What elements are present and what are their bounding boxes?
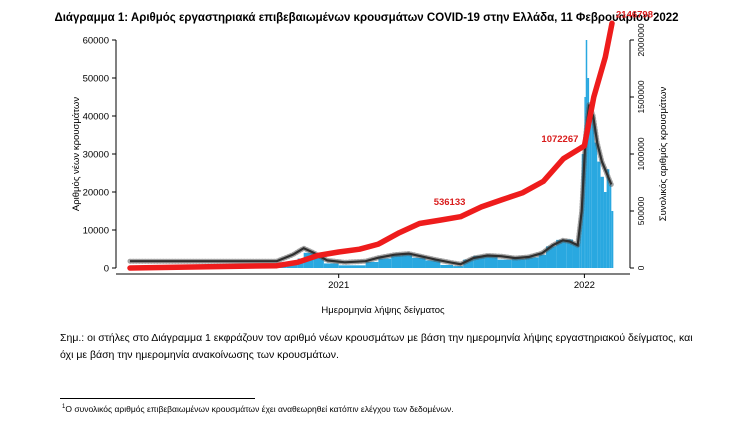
cumulative-annotation-label: 1072267	[541, 134, 578, 145]
chart-annotations: 536133 1072267 2146798	[434, 9, 653, 208]
right-y-tick-label: 500000	[636, 197, 646, 226]
right-y-tick-label: 0	[636, 265, 646, 270]
daily-cases-bar	[351, 265, 366, 268]
daily-cases-bar	[609, 184, 612, 268]
cumulative-annotation-label: 536133	[434, 197, 466, 208]
chart-axes: 0 10000 20000 30000 40000 50000 60000 Αριθμός ν…	[71, 23, 669, 316]
covid-cases-chart: 0 10000 20000 30000 40000 50000 60000 Αριθμός ν…	[71, 9, 669, 316]
daily-cases-bar	[594, 142, 598, 268]
daily-cases-bar	[497, 259, 512, 268]
daily-cases-bar	[511, 258, 526, 268]
daily-cases-bars	[142, 40, 614, 269]
daily-cases-bar	[611, 211, 614, 268]
daily-cases-bar	[440, 264, 454, 268]
daily-cases-bar	[603, 192, 607, 268]
daily-cases-bar	[525, 257, 539, 268]
cumulative-cases-line	[127, 20, 615, 271]
daily-cases-bar	[538, 254, 547, 268]
daily-cases-bar	[572, 243, 580, 268]
left-y-tick-label: 40000	[83, 112, 109, 123]
daily-cases-bar	[378, 258, 392, 268]
right-y-tick-label: 2000000	[636, 23, 646, 56]
daily-cases-bar	[484, 256, 498, 268]
daily-cases-bar	[606, 169, 610, 268]
daily-cases-bar	[412, 257, 426, 268]
daily-cases-bar	[591, 116, 595, 268]
daily-cases-bar	[425, 260, 441, 268]
daily-cases-bar	[587, 78, 590, 268]
left-y-tick-label: 30000	[83, 150, 109, 161]
footnote: 1Ο συνολικός αριθμός επιβεβαιωμένων κρου…	[62, 404, 454, 414]
daily-cases-bar	[453, 266, 464, 268]
footnote-divider	[60, 398, 255, 399]
chart-title: Διάγραμμα 1: Αριθμός εργαστηριακά επιβεβ…	[54, 12, 679, 24]
x-axis-title: Ημερομηνία λήψης δείγματος	[321, 305, 445, 316]
daily-cases-bar	[323, 263, 339, 268]
cumulative-annotation-label: 2146798	[616, 9, 653, 20]
daily-cases-bar	[579, 222, 582, 268]
daily-cases-bar	[401, 253, 413, 268]
footnote-marker: 1	[62, 404, 66, 411]
daily-cases-bar	[338, 265, 352, 268]
right-y-axis-title: Συνολικός αριθμός κρουσμάτων	[658, 87, 669, 222]
cumulative-cases-line	[127, 20, 615, 271]
left-y-tick-label: 10000	[83, 226, 109, 237]
left-y-axis-title: Αριθμός νέων κρουσμάτων	[71, 97, 82, 211]
x-tick-label: 2021	[328, 280, 349, 291]
daily-cases-bar	[597, 161, 601, 268]
left-y-tick-label: 60000	[83, 36, 109, 47]
daily-cases-bar	[391, 255, 402, 268]
footnote-text: Ο συνολικός αριθμός επιβεβαιωμένων κρουσ…	[65, 404, 454, 414]
daily-cases-bar	[473, 255, 485, 268]
daily-cases-bar	[589, 108, 592, 269]
left-y-tick-label: 0	[104, 264, 109, 275]
chart-note: Σημ.: οι στήλες στο Διάγραμμα 1 εκφράζου…	[60, 332, 693, 361]
daily-cases-bar	[365, 261, 379, 268]
daily-cases-bar	[463, 259, 474, 268]
daily-cases-bar	[556, 239, 567, 268]
daily-cases-bar	[600, 176, 604, 268]
daily-cases-bar	[546, 246, 557, 268]
daily-cases-bar	[566, 239, 573, 268]
left-y-tick-label: 20000	[83, 188, 109, 199]
right-y-tick-label: 1000000	[636, 137, 646, 170]
x-tick-label: 2022	[574, 280, 595, 291]
daily-cases-bar	[313, 257, 324, 268]
right-y-tick-label: 1500000	[636, 80, 646, 113]
left-y-tick-label: 50000	[83, 74, 109, 85]
